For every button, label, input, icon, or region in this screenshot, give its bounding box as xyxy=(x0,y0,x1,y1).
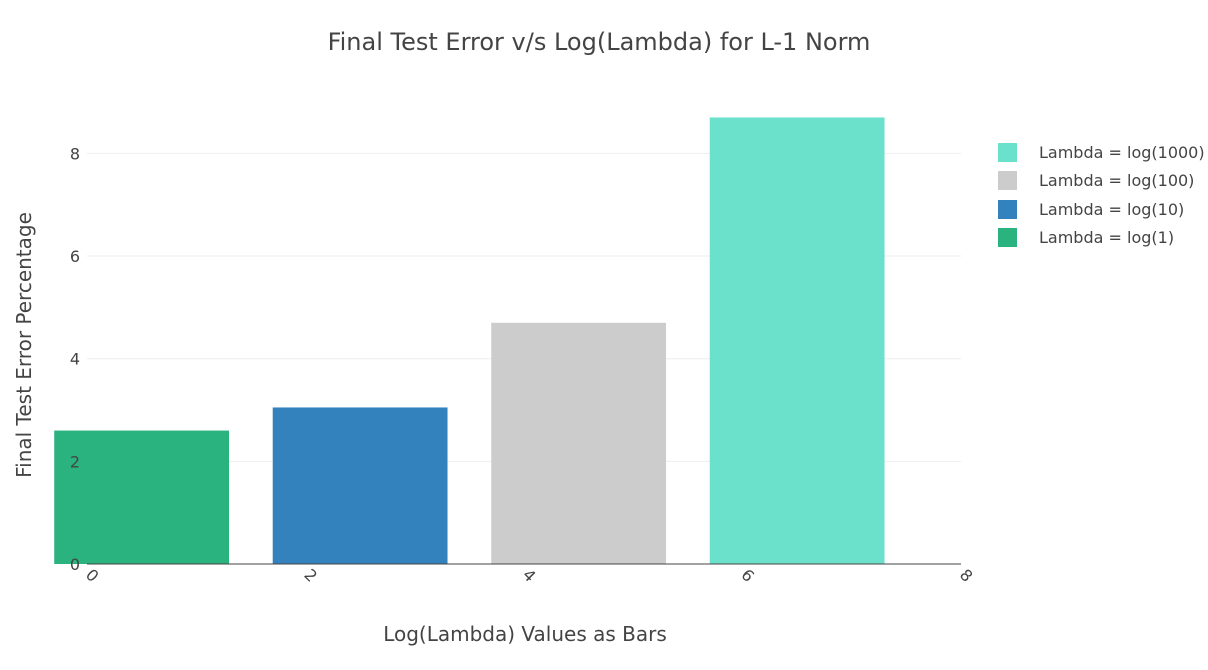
x-tick-label: 8 xyxy=(956,565,977,586)
x-axis-title: Log(Lambda) Values as Bars xyxy=(383,622,667,646)
legend-item[interactable]: Lambda = log(100) xyxy=(998,167,1205,196)
x-tick-label: 6 xyxy=(737,565,758,586)
x-tick-label: 2 xyxy=(300,565,321,586)
bar-lambda-log-10[interactable] xyxy=(272,407,448,564)
legend-label: Lambda = log(100) xyxy=(1039,171,1195,191)
y-tick-labels: 0 2 4 6 8 xyxy=(70,144,80,574)
x-tick-label: 0 xyxy=(82,565,103,586)
legend-label: Lambda = log(10) xyxy=(1039,199,1185,219)
y-tick-label: 6 xyxy=(70,247,80,266)
legend-item[interactable]: Lambda = log(1) xyxy=(998,224,1205,253)
y-axis-title: Final Test Error Percentage xyxy=(12,212,36,478)
legend-swatch xyxy=(998,171,1017,191)
bars xyxy=(54,117,885,564)
bar-lambda-log-100[interactable] xyxy=(491,322,667,564)
legend-item[interactable]: Lambda = log(1000) xyxy=(998,138,1205,167)
x-tick-label: 4 xyxy=(519,565,540,586)
legend-swatch xyxy=(998,199,1017,219)
bar-lambda-log-1[interactable] xyxy=(54,430,230,564)
legend-label: Lambda = log(1) xyxy=(1039,228,1175,248)
y-tick-label: 0 xyxy=(70,555,80,574)
legend[interactable]: Lambda = log(1000) Lambda = log(100) Lambd… xyxy=(998,138,1205,252)
legend-swatch xyxy=(998,228,1017,248)
chart-title: Final Test Error v/s Log(Lambda) for L-1… xyxy=(328,28,871,56)
x-tick-labels: 0 2 4 6 8 xyxy=(82,565,977,586)
legend-label: Lambda = log(1000) xyxy=(1039,142,1205,162)
bar-lambda-log-1000[interactable] xyxy=(709,117,885,564)
y-tick-label: 2 xyxy=(70,452,80,471)
y-tick-label: 8 xyxy=(70,144,80,163)
legend-item[interactable]: Lambda = log(10) xyxy=(998,195,1205,224)
legend-swatch xyxy=(998,142,1017,162)
y-tick-label: 4 xyxy=(70,350,80,369)
